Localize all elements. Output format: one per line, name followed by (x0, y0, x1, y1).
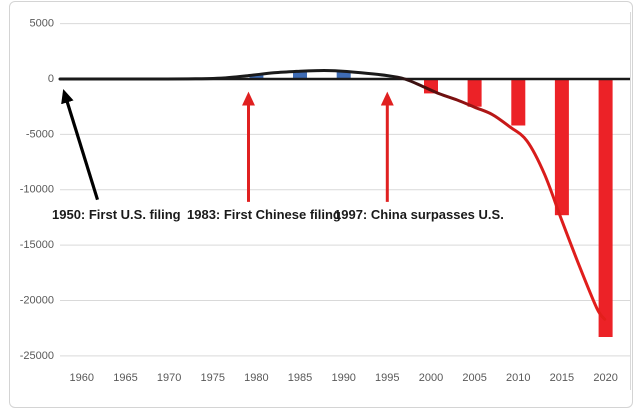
x-tick-label: 2015 (550, 372, 574, 384)
annotation-arrow (61, 88, 100, 201)
bar-2010 (511, 79, 526, 126)
y-tick-label: -10000 (20, 184, 54, 196)
x-tick-label: 2010 (506, 372, 530, 384)
bar-2015 (554, 79, 569, 216)
x-tick-label: 2020 (593, 372, 617, 384)
y-tick-label: -15000 (20, 239, 54, 251)
x-tick-label: 1990 (331, 372, 355, 384)
y-tick-label: -5000 (26, 128, 54, 140)
y-tick-label: -20000 (20, 295, 54, 307)
annotation-1950-first-us-filing: 1950: First U.S. filing (52, 207, 181, 222)
x-tick-label: 1985 (288, 372, 312, 384)
annotation-1997-china-surpasses-us: 1997: China surpasses U.S. (334, 207, 504, 222)
y-tick-label: 0 (48, 73, 54, 85)
x-tick-label: 2005 (462, 372, 486, 384)
annotation-1983-first-chinese-filing: 1983: First Chinese filing (187, 207, 341, 222)
trend-line (58, 69, 607, 321)
x-tick-label: 2000 (419, 372, 443, 384)
x-tick-label: 1980 (244, 372, 268, 384)
bar-2005 (467, 79, 482, 107)
y-tick-label: 5000 (30, 18, 54, 30)
x-tick-label: 1960 (70, 372, 94, 384)
bar-1990 (336, 71, 351, 79)
x-tick-label: 1975 (201, 372, 225, 384)
y-tick-label: -25000 (20, 350, 54, 362)
x-tick-label: 1970 (157, 372, 181, 384)
x-tick-label: 1995 (375, 372, 399, 384)
bar-1985 (293, 71, 307, 79)
bar-2020 (598, 79, 613, 337)
bar-1980 (249, 75, 264, 79)
x-tick-label: 1965 (113, 372, 137, 384)
